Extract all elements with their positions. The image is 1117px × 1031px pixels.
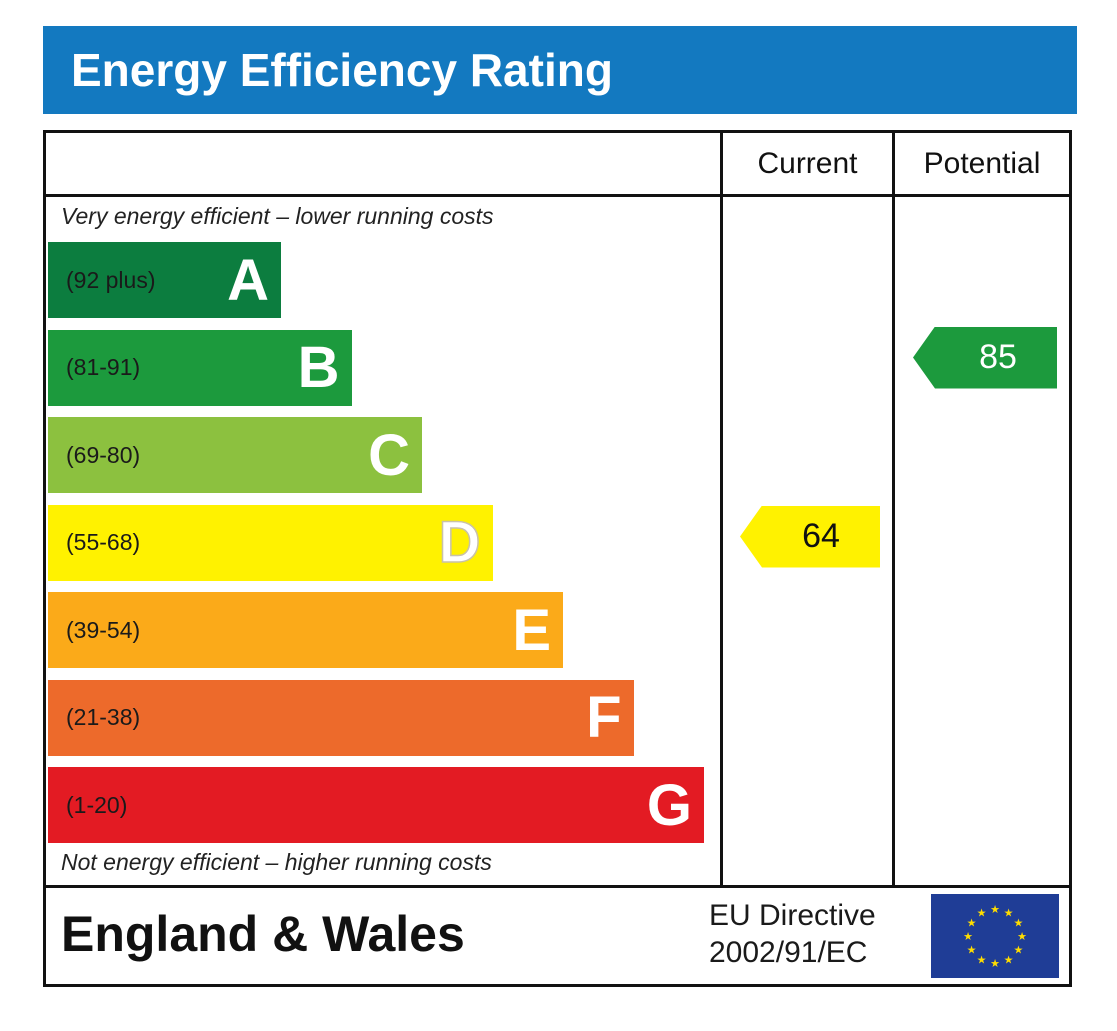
eu-star: ★ <box>977 908 987 920</box>
band-f-letter: F <box>586 685 622 750</box>
potential-rating-value: 85 <box>979 338 1017 376</box>
band-e: (39-54) E <box>48 592 563 668</box>
footer-region: England & Wales <box>61 906 465 962</box>
potential-column-header: Potential <box>923 147 1041 180</box>
eu-star: ★ <box>990 904 1000 916</box>
eu-star: ★ <box>967 945 977 957</box>
eu-star: ★ <box>977 954 987 966</box>
band-c: (69-80) C <box>48 417 422 493</box>
eu-star: ★ <box>967 918 977 930</box>
band-b-range: (81-91) <box>66 354 141 380</box>
band-d-range: (55-68) <box>66 529 141 555</box>
band-e-range: (39-54) <box>66 616 141 643</box>
current-rating-arrow: 64 <box>740 505 880 568</box>
band-c-letter: C <box>368 422 410 488</box>
eu-star: ★ <box>1013 945 1023 957</box>
band-d: (55-68) D <box>48 504 493 581</box>
title-bar: Energy Efficiency Rating <box>43 26 1077 114</box>
band-b: (81-91) B <box>48 329 352 406</box>
band-f-range: (21-38) <box>66 704 141 730</box>
band-b-letter: B <box>297 335 340 400</box>
current-column-divider <box>720 133 723 885</box>
eu-star: ★ <box>1004 908 1014 920</box>
band-c-range: (69-80) <box>66 441 141 468</box>
eu-star: ★ <box>1004 954 1014 966</box>
chart-title: Energy Efficiency Rating <box>71 44 613 96</box>
potential-rating-arrow: 85 <box>913 326 1057 389</box>
footer-divider <box>46 885 1069 888</box>
directive-line-2: 2002/91/EC <box>709 936 868 969</box>
current-column-header: Current <box>757 147 858 180</box>
band-a-letter: A <box>227 247 269 313</box>
band-f: (21-38) F <box>48 679 634 756</box>
current-rating-value: 64 <box>802 517 840 555</box>
footer-directive: EU Directive 2002/91/EC <box>709 897 876 971</box>
band-a-range: (92 plus) <box>66 266 156 293</box>
directive-line-1: EU Directive <box>709 899 876 932</box>
top-caption: Very energy efficient – lower running co… <box>61 203 494 229</box>
bottom-caption: Not energy efficient – higher running co… <box>61 849 492 875</box>
eu-star: ★ <box>990 958 1000 970</box>
eu-star: ★ <box>1013 918 1023 930</box>
eu-stars: ★ ★★★★★★★★★★★ <box>963 904 1027 970</box>
eu-star: ★ <box>963 931 973 943</box>
rating-table: Current Potential Very energy efficient … <box>43 130 1072 987</box>
band-d-letter: D <box>438 509 481 576</box>
band-g-letter: G <box>646 772 692 838</box>
band-e-letter: E <box>512 597 551 663</box>
eu-star: ★ <box>1017 931 1027 943</box>
eu-flag-icon: ★ ★ ★ ★ ★ ★ ★ ★ ★ ★ ★ ★ <box>931 894 1059 978</box>
band-g-range: (1-20) <box>66 791 128 818</box>
band-a: (92 plus) A <box>48 242 281 318</box>
band-g: (1-20) G <box>48 767 704 843</box>
header-divider <box>46 194 1069 197</box>
potential-column-divider <box>892 133 895 885</box>
